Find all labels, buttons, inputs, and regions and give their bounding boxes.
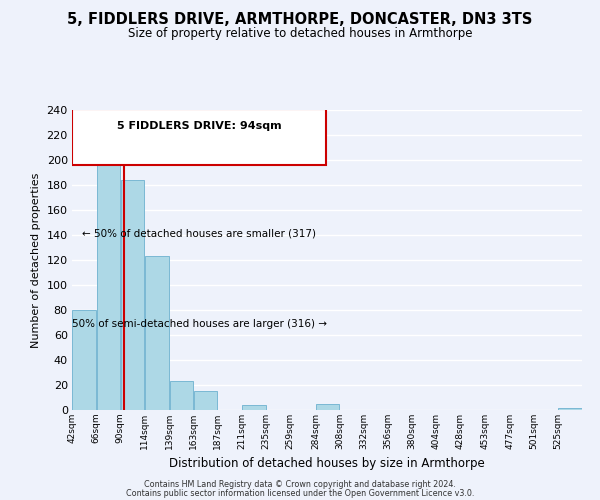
Text: ← 50% of detached houses are smaller (317): ← 50% of detached houses are smaller (31… — [82, 229, 316, 239]
Bar — [242, 405, 266, 410]
Bar — [73, 310, 95, 410]
Bar — [316, 404, 339, 410]
Bar — [194, 391, 217, 410]
Text: 50% of semi-detached houses are larger (316) →: 50% of semi-detached houses are larger (… — [72, 319, 327, 329]
Text: 5, FIDDLERS DRIVE, ARMTHORPE, DONCASTER, DN3 3TS: 5, FIDDLERS DRIVE, ARMTHORPE, DONCASTER,… — [67, 12, 533, 28]
Bar — [559, 408, 581, 410]
FancyBboxPatch shape — [72, 109, 326, 165]
X-axis label: Distribution of detached houses by size in Armthorpe: Distribution of detached houses by size … — [169, 458, 485, 470]
Y-axis label: Number of detached properties: Number of detached properties — [31, 172, 41, 348]
Text: Size of property relative to detached houses in Armthorpe: Size of property relative to detached ho… — [128, 28, 472, 40]
Bar — [121, 180, 144, 410]
Text: Contains public sector information licensed under the Open Government Licence v3: Contains public sector information licen… — [126, 488, 474, 498]
Bar — [145, 256, 169, 410]
Bar — [97, 160, 120, 410]
Bar — [170, 381, 193, 410]
Text: 5 FIDDLERS DRIVE: 94sqm: 5 FIDDLERS DRIVE: 94sqm — [117, 120, 281, 130]
Text: Contains HM Land Registry data © Crown copyright and database right 2024.: Contains HM Land Registry data © Crown c… — [144, 480, 456, 489]
